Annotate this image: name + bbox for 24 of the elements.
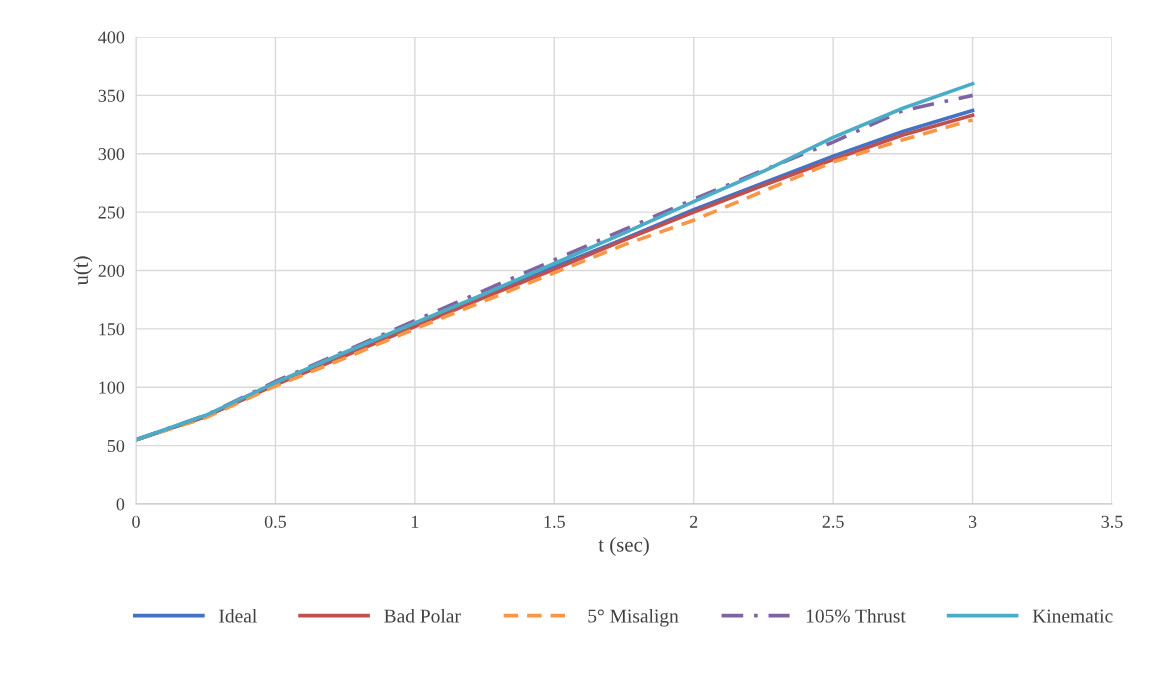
y-tick-label: 400 xyxy=(98,31,125,44)
x-tick-label: 0.5 xyxy=(264,515,287,528)
y-tick-label: 350 xyxy=(98,89,125,102)
y-tick-label: 50 xyxy=(107,439,125,453)
y-tick-label: 150 xyxy=(99,323,125,336)
x-tick-label: 3 xyxy=(968,515,977,528)
y-tick-label: 250 xyxy=(98,206,125,219)
x-tick-label: 3.5 xyxy=(1101,515,1123,528)
legend-label: Kinematic xyxy=(1032,609,1113,623)
x-tick-label: 2 xyxy=(689,515,698,528)
y-tick-label: 100 xyxy=(99,381,125,394)
x-tick-label: 1 xyxy=(411,515,419,528)
legend-label: Bad Polar xyxy=(384,608,461,623)
legend-label: 5° Misalign xyxy=(588,608,679,627)
x-tick-label: 1.5 xyxy=(544,515,565,528)
y-axis-title: u(t) xyxy=(73,256,93,286)
x-tick-label: 0 xyxy=(132,515,140,528)
legend-label: Ideal xyxy=(219,608,257,623)
y-tick-label: 200 xyxy=(98,264,125,277)
x-axis-title: t (sec) xyxy=(598,537,649,556)
y-tick-label: 0 xyxy=(116,498,125,511)
legend-label: 105% Thrust xyxy=(806,608,906,623)
x-tick-label: 2.5 xyxy=(822,515,844,528)
y-tick-label: 300 xyxy=(98,148,125,161)
